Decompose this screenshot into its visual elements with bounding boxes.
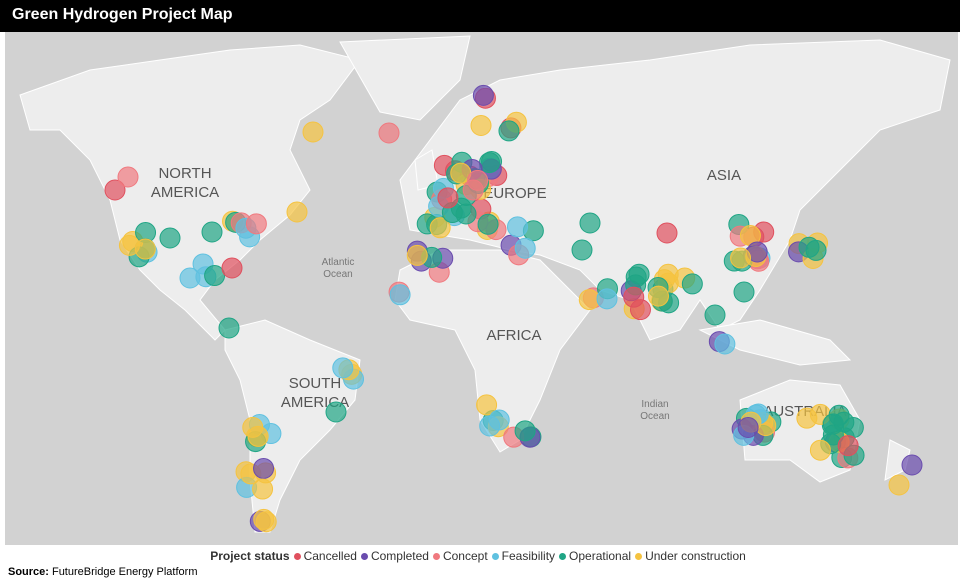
project-marker[interactable] <box>437 187 459 209</box>
project-marker[interactable] <box>117 166 139 188</box>
project-marker[interactable] <box>429 217 451 239</box>
project-marker[interactable] <box>245 213 267 235</box>
legend-swatch <box>559 553 567 560</box>
project-marker[interactable] <box>571 239 593 261</box>
legend-swatch <box>635 553 643 560</box>
project-marker[interactable] <box>514 237 536 259</box>
source: Source: FutureBridge Energy Platform <box>8 566 197 578</box>
map: NORTH AMERICA SOUTH AMERICA EUROPE ASIA … <box>5 32 958 545</box>
project-marker[interactable] <box>204 265 226 287</box>
legend-title: Project status <box>210 549 290 563</box>
legend-item: Concept <box>432 549 488 563</box>
project-marker[interactable] <box>218 317 240 339</box>
project-marker[interactable] <box>472 84 494 106</box>
project-marker[interactable] <box>730 247 752 269</box>
project-marker[interactable] <box>733 281 755 303</box>
project-marker[interactable] <box>579 212 601 234</box>
project-marker[interactable] <box>332 357 354 379</box>
legend-item: Operational <box>559 549 631 563</box>
legend-swatch <box>293 553 301 560</box>
project-marker[interactable] <box>470 114 492 136</box>
legend-label: Completed <box>370 549 429 563</box>
continent-label: SOUTH <box>289 375 342 392</box>
legend-item: Completed <box>360 549 429 563</box>
project-marker[interactable] <box>656 222 678 244</box>
title: Green Hydrogen Project Map <box>12 6 233 23</box>
legend-label: Operational <box>569 549 632 563</box>
title-bar: Green Hydrogen Project Map <box>0 0 960 32</box>
legend-label: Cancelled <box>303 549 357 563</box>
continent-label: NORTH <box>158 165 211 182</box>
project-marker[interactable] <box>647 285 669 307</box>
legend-item: Feasibility <box>491 549 556 563</box>
project-marker[interactable] <box>837 435 859 457</box>
project-marker[interactable] <box>286 201 308 223</box>
project-marker[interactable] <box>737 416 759 438</box>
project-marker[interactable] <box>623 286 645 308</box>
project-marker[interactable] <box>252 478 274 500</box>
project-marker[interactable] <box>325 401 347 423</box>
project-marker[interactable] <box>159 227 181 249</box>
legend-swatch <box>432 553 440 560</box>
ocean-label: Atlantic <box>322 257 355 268</box>
continent-label: EUROPE <box>483 185 546 202</box>
project-marker[interactable] <box>134 238 156 260</box>
project-marker[interactable] <box>253 457 275 479</box>
project-marker[interactable] <box>498 120 520 142</box>
project-marker[interactable] <box>628 263 650 285</box>
project-marker[interactable] <box>104 179 126 201</box>
legend-item: Under construction <box>635 549 746 563</box>
project-marker[interactable] <box>578 289 600 311</box>
project-marker[interactable] <box>476 394 498 416</box>
source-text: FutureBridge Energy Platform <box>51 566 198 578</box>
project-marker[interactable] <box>462 179 484 201</box>
ocean-label: Ocean <box>323 269 352 280</box>
project-marker[interactable] <box>901 454 923 476</box>
continent-label: ASIA <box>707 167 741 184</box>
ocean-label: Ocean <box>640 411 669 422</box>
project-marker[interactable] <box>822 424 844 446</box>
project-marker[interactable] <box>201 221 223 243</box>
project-marker[interactable] <box>406 244 428 266</box>
continent-label: AFRICA <box>486 327 541 344</box>
project-marker[interactable] <box>809 439 831 461</box>
project-marker[interactable] <box>714 333 736 355</box>
project-marker[interactable] <box>302 121 324 143</box>
legend-item: Cancelled <box>293 549 357 563</box>
project-marker[interactable] <box>389 284 411 306</box>
source-label: Source: <box>8 566 49 578</box>
project-marker[interactable] <box>378 122 400 144</box>
project-markers <box>104 84 923 533</box>
legend-label: Feasibility <box>501 549 556 563</box>
project-marker[interactable] <box>514 420 536 442</box>
land <box>19 35 951 533</box>
legend-swatch <box>491 553 499 560</box>
ocean-label: Indian <box>641 399 668 410</box>
project-marker[interactable] <box>596 288 618 310</box>
project-marker[interactable] <box>704 304 726 326</box>
project-marker[interactable] <box>477 213 499 235</box>
project-marker[interactable] <box>506 216 528 238</box>
legend-label: Under construction <box>645 549 746 563</box>
legend: Project status Cancelled Completed Concept F… <box>0 549 960 563</box>
project-marker[interactable] <box>488 409 510 431</box>
project-marker[interactable] <box>221 257 243 279</box>
project-marker[interactable] <box>681 273 703 295</box>
legend-label: Concept <box>442 549 488 563</box>
project-marker[interactable] <box>805 239 827 261</box>
project-marker[interactable] <box>242 416 264 438</box>
continent-label: AMERICA <box>151 184 219 201</box>
project-marker[interactable] <box>888 474 910 496</box>
project-marker[interactable] <box>255 511 277 533</box>
legend-swatch <box>360 553 368 560</box>
